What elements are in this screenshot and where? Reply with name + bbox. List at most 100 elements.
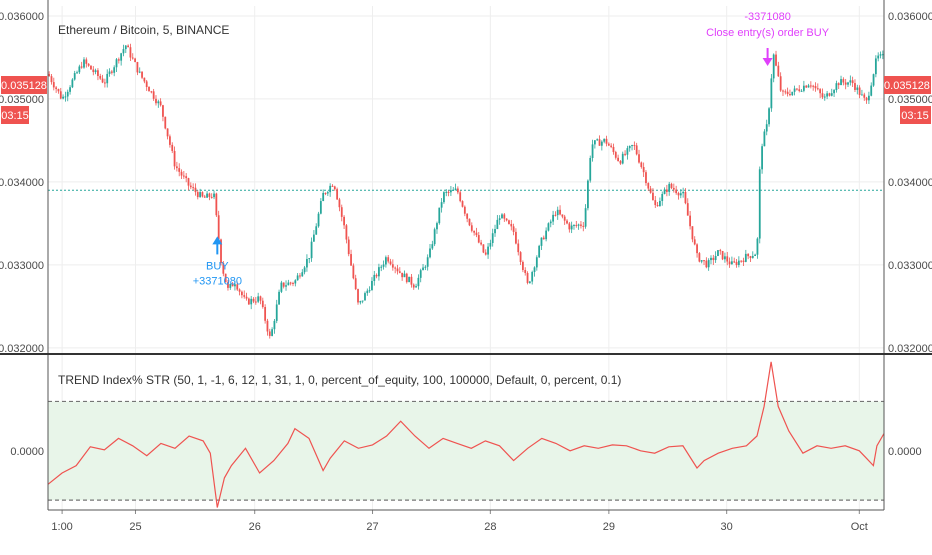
candle-body <box>368 290 371 292</box>
candle-body <box>343 216 345 226</box>
candle-body <box>851 80 854 84</box>
candle-body <box>238 289 241 292</box>
candle-body <box>758 169 761 239</box>
candle-body <box>487 246 489 255</box>
axis-layer: 0.036000 0.036000 0.035000 0.035000 0.034000… <box>0 11 932 533</box>
candle-body <box>561 214 564 217</box>
candle-body <box>805 85 808 88</box>
candle-body <box>452 189 455 191</box>
candle-body <box>396 268 399 272</box>
candle-body <box>329 185 332 193</box>
candle-body <box>354 278 357 290</box>
candle-body <box>294 280 297 284</box>
candle-body <box>652 192 654 201</box>
candle-body <box>461 201 464 207</box>
candle-body <box>155 98 157 104</box>
candle-body <box>480 242 482 245</box>
candle-body <box>417 277 420 287</box>
x-tick-label: 26 <box>249 521 261 533</box>
candle-body <box>554 214 557 216</box>
candle-body <box>189 185 192 188</box>
candle-body <box>59 91 62 99</box>
candle-body <box>387 257 390 262</box>
y-tick-label-right: 0.032000 <box>888 343 932 355</box>
candle-body <box>800 90 803 92</box>
candle-body <box>459 192 462 202</box>
candle-body <box>229 283 232 288</box>
candle-body <box>580 224 582 226</box>
candle-body <box>733 261 736 263</box>
candle-body <box>547 223 550 231</box>
indicator-title: TREND Index% STR (50, 1, -1, 6, 12, 1, 3… <box>58 373 621 387</box>
candle-body <box>138 71 141 73</box>
candle-body <box>254 301 257 303</box>
candle-body <box>243 295 246 297</box>
countdown-right: 03:15 <box>901 110 929 122</box>
candle-body <box>793 88 796 92</box>
candle-body <box>162 105 164 117</box>
candle-body <box>336 189 339 200</box>
candle-body <box>92 69 95 73</box>
candle-body <box>833 90 835 94</box>
y-tick-label-left: 0.036000 <box>0 11 44 23</box>
candle-body <box>844 82 847 85</box>
candle-body <box>164 116 167 129</box>
indicator-y-tick-left: 0.0000 <box>10 446 44 458</box>
y-tick-label-right: 0.035000 <box>888 94 932 106</box>
candle-body <box>250 298 253 305</box>
candle-body <box>422 267 424 271</box>
candle-body <box>610 145 613 147</box>
candle-body <box>717 250 719 257</box>
candle-body <box>642 167 645 173</box>
candle-body <box>159 101 162 106</box>
candle-body <box>501 214 503 219</box>
candle-body <box>568 223 571 230</box>
candle-body <box>85 59 88 64</box>
candle-body <box>350 254 352 266</box>
candle-body <box>347 239 350 255</box>
candle-body <box>605 138 608 144</box>
candle-body <box>403 273 406 278</box>
annotation-layer: BUY +3371080 -3371080 Close entry(s) order … <box>193 11 830 287</box>
candle-body <box>345 225 348 240</box>
candle-body <box>707 260 710 268</box>
candle-body <box>802 85 805 91</box>
candle-body <box>382 264 385 267</box>
candle-body <box>661 193 664 201</box>
close-label: Close entry(s) order BUY <box>706 27 830 39</box>
indicator-line <box>47 361 885 508</box>
candle-body <box>241 291 243 296</box>
candle-body <box>798 89 801 92</box>
candle-body <box>870 85 873 96</box>
candle-body <box>206 193 208 198</box>
x-tick-label: Oct <box>851 521 868 533</box>
candle-body <box>524 269 527 274</box>
candle-body <box>791 91 794 96</box>
candle-body <box>398 271 401 273</box>
candle-body <box>719 250 722 252</box>
buy-label: +3371080 <box>193 275 242 287</box>
candle-body <box>726 256 729 262</box>
x-tick-label: 25 <box>129 521 141 533</box>
candle-body <box>682 191 685 194</box>
candle-body <box>512 226 515 232</box>
candle-body <box>659 200 661 207</box>
candle-body <box>603 138 606 142</box>
candle-body <box>331 185 334 187</box>
candle-body <box>847 82 849 85</box>
candle-body <box>287 282 290 286</box>
candle-body <box>865 97 868 101</box>
x-tick-label: 27 <box>366 521 378 533</box>
candle-body <box>570 225 573 230</box>
candle-body <box>431 244 434 249</box>
candle-body <box>120 53 123 61</box>
candle-body <box>777 65 780 77</box>
candle-body <box>150 91 153 93</box>
candle-body <box>134 58 136 63</box>
candle-body <box>763 131 766 147</box>
candle-body <box>782 90 784 92</box>
candle-body <box>71 79 74 88</box>
candle-body <box>754 254 757 257</box>
candle-body <box>113 67 116 73</box>
candle-body <box>391 264 394 268</box>
